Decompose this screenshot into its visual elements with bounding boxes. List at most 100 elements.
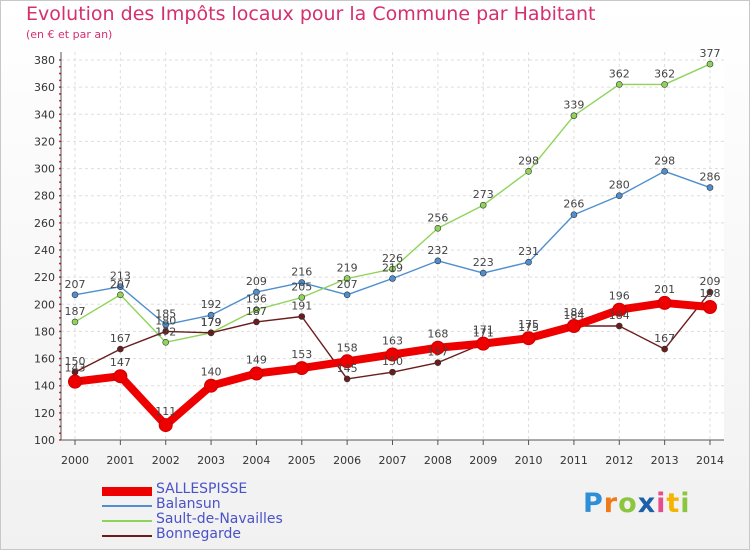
data-point-sault-de-navailles (343, 275, 351, 282)
y-minor-tick (59, 86, 61, 89)
x-tick-label: 2006 (333, 454, 361, 467)
data-point-balansun (298, 279, 306, 286)
data-point-bonnegarde (389, 368, 396, 376)
y-tick-label: 160 (34, 353, 55, 366)
y-tick-label: 280 (34, 190, 55, 203)
data-point-sallespisse (385, 347, 400, 362)
data-label-bonnegarde: 171 (473, 327, 494, 340)
data-label-balansun: 216 (291, 266, 312, 279)
y-minor-tick (59, 371, 61, 374)
y-minor-tick (59, 364, 61, 367)
data-point-balansun (253, 288, 260, 296)
data-label-sallespisse: 140 (201, 366, 222, 379)
chart-series (68, 60, 717, 433)
data-point-sault-de-navailles (253, 306, 260, 314)
y-minor-tick (59, 337, 61, 340)
x-tick-label: 2007 (379, 454, 407, 467)
data-point-bonnegarde (706, 288, 714, 296)
y-tick-label: 100 (34, 434, 55, 447)
legend-swatch (102, 535, 152, 537)
data-point-balansun (117, 283, 124, 290)
data-label-sallespisse: 147 (110, 356, 131, 369)
legend-swatch (102, 486, 152, 496)
y-minor-tick (59, 439, 61, 441)
data-label-sault-de-navailles: 362 (654, 67, 675, 80)
data-label-bonnegarde: 157 (427, 346, 448, 359)
data-point-sallespisse (566, 319, 581, 333)
legend-label: Sault-de-Navailles (156, 511, 283, 527)
data-point-balansun (162, 321, 170, 328)
data-label-sault-de-navailles: 377 (700, 47, 721, 60)
x-tick-label: 2001 (106, 454, 134, 467)
y-minor-tick (59, 174, 61, 177)
data-label-sault-de-navailles: 207 (110, 278, 131, 291)
chart-grid (61, 52, 724, 441)
data-label-balansun: 232 (427, 244, 448, 257)
y-tick-label: 320 (34, 135, 55, 148)
data-label-bonnegarde: 187 (246, 305, 267, 318)
data-label-bonnegarde: 184 (563, 309, 584, 322)
data-label-balansun: 185 (155, 308, 176, 321)
data-label-balansun: 280 (609, 179, 630, 192)
data-label-bonnegarde: 191 (291, 300, 312, 313)
x-tick-label: 2014 (696, 454, 724, 467)
y-minor-tick (59, 405, 61, 407)
data-point-sallespisse (113, 369, 128, 384)
data-point-bonnegarde (117, 345, 124, 353)
data-label-bonnegarde: 145 (337, 362, 358, 375)
data-point-bonnegarde (615, 322, 623, 330)
data-label-balansun: 231 (518, 245, 539, 258)
y-tick-label: 260 (34, 217, 55, 230)
y-minor-tick (59, 201, 61, 204)
y-minor-tick (59, 350, 61, 353)
y-minor-tick (59, 72, 61, 75)
y-minor-tick (59, 330, 61, 333)
data-point-balansun (615, 192, 623, 200)
x-tick-label: 2003 (197, 454, 225, 467)
data-point-bonnegarde (434, 359, 442, 366)
y-tick-label: 300 (34, 163, 55, 176)
data-label-balansun: 219 (382, 262, 403, 275)
data-label-sallespisse: 184 (563, 306, 584, 319)
y-minor-tick (59, 188, 61, 190)
y-minor-tick (59, 398, 61, 401)
data-point-sault-de-navailles (706, 60, 714, 68)
data-point-balansun (434, 257, 442, 265)
y-minor-tick (59, 154, 61, 156)
data-point-sallespisse (340, 354, 355, 369)
data-label-sault-de-navailles: 196 (246, 293, 267, 306)
data-point-balansun (207, 311, 215, 319)
data-label-sault-de-navailles: 298 (518, 154, 539, 167)
data-label-sallespisse: 153 (291, 348, 312, 361)
y-minor-tick (59, 262, 61, 265)
data-label-sallespisse: 198 (700, 287, 721, 300)
data-point-bonnegarde (661, 345, 668, 353)
data-label-balansun: 213 (110, 270, 131, 283)
data-label-bonnegarde: 180 (155, 314, 176, 327)
y-minor-tick (59, 235, 61, 238)
y-tick-label: 120 (34, 407, 55, 420)
data-point-sallespisse (204, 378, 219, 393)
data-label-balansun: 207 (65, 278, 86, 291)
data-point-sallespisse (294, 361, 309, 376)
y-minor-tick (59, 221, 61, 224)
y-tick-label: 220 (34, 271, 55, 284)
y-minor-tick (59, 289, 61, 292)
data-point-sallespisse (249, 366, 264, 381)
legend-label: SALLESPISSE (156, 481, 248, 497)
y-minor-tick (59, 276, 61, 279)
y-minor-tick (59, 79, 61, 82)
y-minor-tick (59, 411, 61, 414)
data-label-sault-de-navailles: 273 (473, 188, 494, 201)
chart-axes: 100 120 140 160 180 200 220 240 260 280 300 320 340 3… (34, 52, 724, 467)
y-tick-label: 380 (34, 54, 55, 67)
x-tick-label: 2012 (605, 454, 633, 467)
y-minor-tick (59, 425, 61, 428)
y-minor-tick (59, 126, 61, 129)
data-point-balansun (479, 269, 487, 277)
y-minor-tick (59, 310, 61, 312)
y-minor-tick (59, 242, 61, 245)
data-label-balansun: 223 (473, 256, 494, 269)
y-minor-tick (59, 432, 61, 435)
data-point-sallespisse (521, 331, 536, 346)
